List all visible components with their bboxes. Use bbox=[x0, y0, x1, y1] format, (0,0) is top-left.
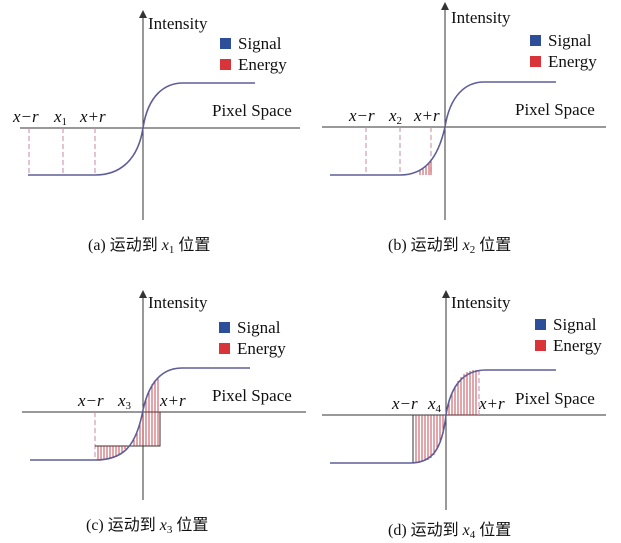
panel-a: Intensity Pixel Space Signal Energy x−r … bbox=[12, 10, 300, 256]
energy-swatch bbox=[530, 56, 541, 67]
legend-signal: Signal bbox=[553, 315, 597, 334]
caption: (b) 运动到 x2 位置 bbox=[388, 236, 511, 256]
y-axis-label: Intensity bbox=[148, 14, 208, 33]
legend-signal: Signal bbox=[238, 34, 282, 53]
mark-right-label: x+r bbox=[478, 394, 505, 413]
x-axis-label: Pixel Space bbox=[515, 100, 595, 119]
mark-center-label: x4 bbox=[427, 394, 442, 415]
mark-center-label: x2 bbox=[388, 106, 402, 127]
energy-hatch bbox=[415, 370, 477, 463]
energy-swatch bbox=[220, 59, 231, 70]
mark-left-label: x−r bbox=[77, 391, 104, 410]
panel-b: Intensity Pixel Space Signal Energy x−r … bbox=[322, 2, 606, 256]
legend-energy: Energy bbox=[548, 52, 597, 71]
x-axis-label: Pixel Space bbox=[212, 101, 292, 120]
mark-center-label: x1 bbox=[53, 107, 67, 128]
caption: (a) 运动到 x1 位置 bbox=[88, 236, 210, 256]
y-axis-label: Intensity bbox=[451, 8, 511, 27]
mark-left-label: x−r bbox=[391, 394, 418, 413]
x-axis-label: Pixel Space bbox=[515, 389, 595, 408]
panel-d: Intensity Pixel Space Signal Energy bbox=[322, 290, 606, 541]
y-axis-label: Intensity bbox=[451, 293, 511, 312]
signal-swatch bbox=[219, 322, 230, 333]
mark-left-label: x−r bbox=[12, 107, 39, 126]
caption: (d) 运动到 x4 位置 bbox=[388, 521, 511, 541]
y-axis-label: Intensity bbox=[148, 293, 208, 312]
caption: (c) 运动到 x3 位置 bbox=[86, 516, 208, 536]
signal-swatch bbox=[535, 319, 546, 330]
signal-curve bbox=[330, 81, 556, 176]
signal-curve bbox=[330, 369, 556, 464]
energy-swatch bbox=[219, 343, 230, 354]
mark-left-label: x−r bbox=[348, 106, 375, 125]
signal-curve bbox=[30, 367, 250, 461]
signal-curve bbox=[28, 82, 255, 176]
signal-swatch bbox=[220, 38, 231, 49]
x-axis-label: Pixel Space bbox=[212, 386, 292, 405]
mark-right-label: x+r bbox=[79, 107, 106, 126]
legend-signal: Signal bbox=[548, 31, 592, 50]
energy-swatch bbox=[535, 340, 546, 351]
energy-baseline bbox=[95, 412, 161, 447]
mark-right-label: x+r bbox=[413, 106, 440, 125]
mark-center-label: x3 bbox=[117, 391, 132, 412]
legend-energy: Energy bbox=[237, 339, 286, 358]
signal-swatch bbox=[530, 35, 541, 46]
panel-c: Intensity Pixel Space Signal Energy bbox=[22, 290, 306, 536]
legend-signal: Signal bbox=[237, 318, 281, 337]
legend-energy: Energy bbox=[553, 336, 602, 355]
legend-energy: Energy bbox=[238, 55, 287, 74]
energy-hatch bbox=[97, 377, 159, 460]
mark-right-label: x+r bbox=[159, 391, 186, 410]
